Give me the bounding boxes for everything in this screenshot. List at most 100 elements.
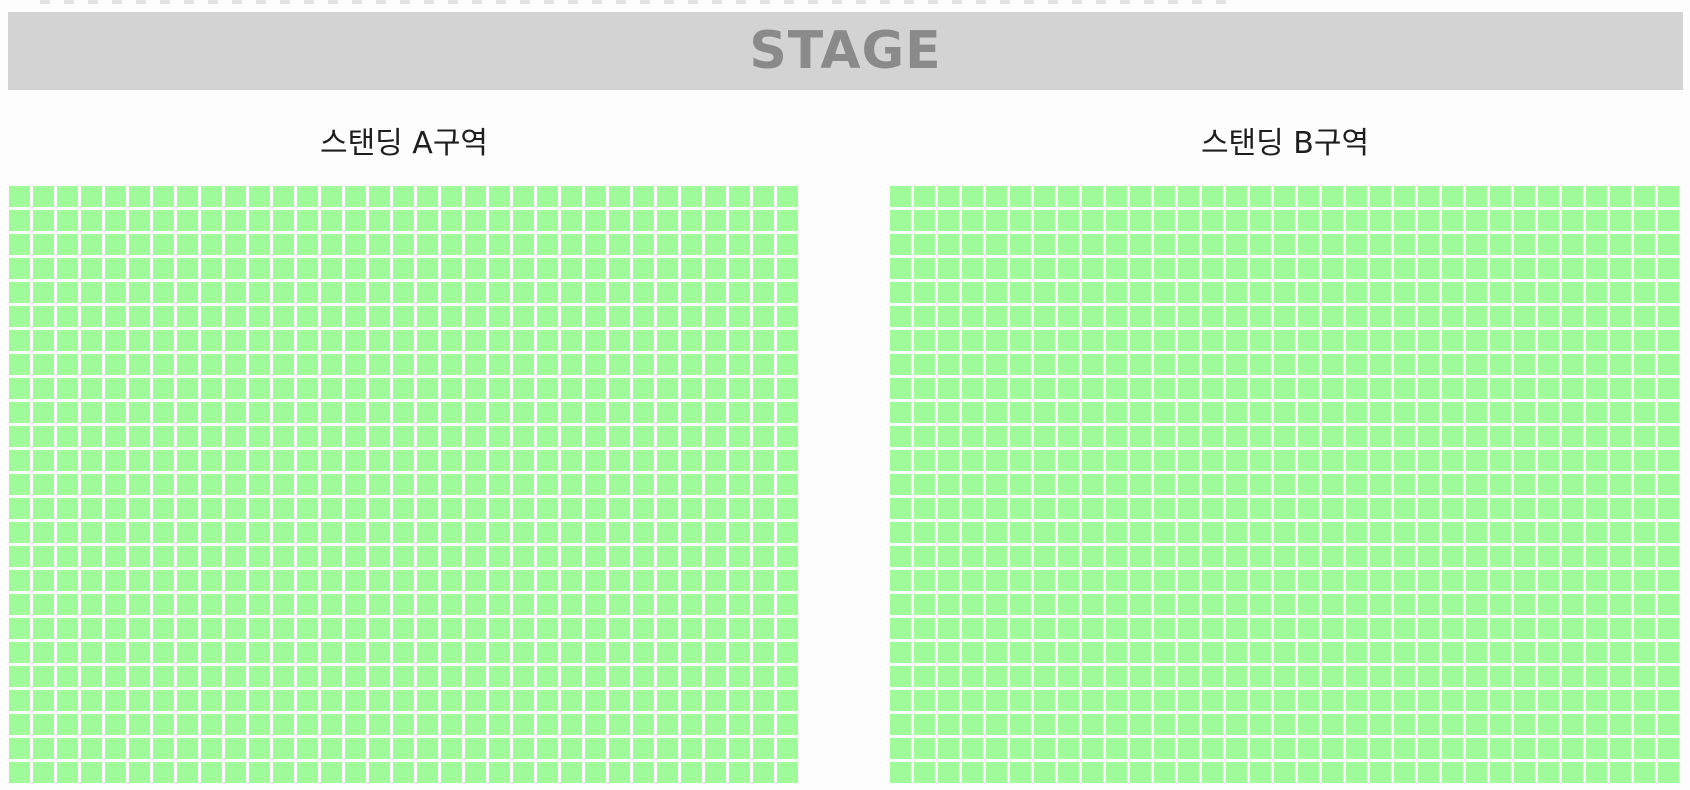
seat[interactable] <box>681 282 702 303</box>
seat[interactable] <box>201 426 222 447</box>
seat[interactable] <box>321 594 342 615</box>
seat[interactable] <box>1394 354 1415 375</box>
seat[interactable] <box>1034 570 1055 591</box>
seat[interactable] <box>657 666 678 687</box>
seat[interactable] <box>225 258 246 279</box>
seat[interactable] <box>1562 378 1583 399</box>
seat[interactable] <box>153 378 174 399</box>
seat[interactable] <box>105 570 126 591</box>
seat[interactable] <box>321 282 342 303</box>
seat[interactable] <box>986 570 1007 591</box>
seat[interactable] <box>1466 594 1487 615</box>
seat[interactable] <box>129 570 150 591</box>
seat[interactable] <box>489 522 510 543</box>
seat[interactable] <box>777 330 798 351</box>
seat[interactable] <box>57 762 78 783</box>
seat[interactable] <box>1010 522 1031 543</box>
seat[interactable] <box>1394 258 1415 279</box>
seat[interactable] <box>1082 426 1103 447</box>
seat[interactable] <box>81 330 102 351</box>
seat[interactable] <box>657 738 678 759</box>
seat[interactable] <box>729 594 750 615</box>
seat[interactable] <box>1202 738 1223 759</box>
seat[interactable] <box>369 258 390 279</box>
seat[interactable] <box>81 234 102 255</box>
seat[interactable] <box>1202 666 1223 687</box>
seat[interactable] <box>273 258 294 279</box>
seat[interactable] <box>657 354 678 375</box>
seat[interactable] <box>1538 618 1559 639</box>
seat[interactable] <box>1058 546 1079 567</box>
seat[interactable] <box>777 642 798 663</box>
seat[interactable] <box>681 330 702 351</box>
seat[interactable] <box>537 378 558 399</box>
seat[interactable] <box>1298 474 1319 495</box>
seat[interactable] <box>81 690 102 711</box>
seat[interactable] <box>1562 186 1583 207</box>
seat[interactable] <box>249 498 270 519</box>
seat[interactable] <box>1538 474 1559 495</box>
seat[interactable] <box>561 570 582 591</box>
seat[interactable] <box>297 762 318 783</box>
seat[interactable] <box>297 498 318 519</box>
seat[interactable] <box>1610 642 1631 663</box>
seat[interactable] <box>1298 426 1319 447</box>
seat[interactable] <box>33 426 54 447</box>
seat[interactable] <box>1226 258 1247 279</box>
seat[interactable] <box>249 234 270 255</box>
seat[interactable] <box>513 426 534 447</box>
seat[interactable] <box>1322 186 1343 207</box>
seat[interactable] <box>393 522 414 543</box>
seat[interactable] <box>1322 306 1343 327</box>
seat[interactable] <box>1130 234 1151 255</box>
seat[interactable] <box>585 306 606 327</box>
seat[interactable] <box>1634 234 1655 255</box>
seat[interactable] <box>585 570 606 591</box>
seat[interactable] <box>33 618 54 639</box>
seat[interactable] <box>1538 714 1559 735</box>
seat[interactable] <box>753 594 774 615</box>
seat[interactable] <box>81 258 102 279</box>
seat[interactable] <box>1034 666 1055 687</box>
seat[interactable] <box>1538 234 1559 255</box>
seat[interactable] <box>225 570 246 591</box>
seat[interactable] <box>1298 234 1319 255</box>
seat[interactable] <box>681 306 702 327</box>
seat[interactable] <box>177 474 198 495</box>
seat[interactable] <box>273 690 294 711</box>
seat[interactable] <box>962 282 983 303</box>
seat[interactable] <box>177 546 198 567</box>
seat[interactable] <box>177 330 198 351</box>
seat[interactable] <box>153 762 174 783</box>
seat[interactable] <box>1586 618 1607 639</box>
seat[interactable] <box>705 642 726 663</box>
seat[interactable] <box>177 618 198 639</box>
seat[interactable] <box>1442 450 1463 471</box>
seat[interactable] <box>1058 258 1079 279</box>
seat[interactable] <box>729 642 750 663</box>
seat[interactable] <box>345 714 366 735</box>
seat[interactable] <box>1442 546 1463 567</box>
seat[interactable] <box>321 522 342 543</box>
seat[interactable] <box>1010 282 1031 303</box>
seat[interactable] <box>1370 666 1391 687</box>
seat[interactable] <box>753 546 774 567</box>
seat[interactable] <box>1634 354 1655 375</box>
seat[interactable] <box>729 522 750 543</box>
seat[interactable] <box>1586 642 1607 663</box>
seat[interactable] <box>1226 234 1247 255</box>
seat[interactable] <box>393 210 414 231</box>
seat[interactable] <box>1178 618 1199 639</box>
seat[interactable] <box>986 450 1007 471</box>
seat[interactable] <box>537 690 558 711</box>
seat[interactable] <box>441 690 462 711</box>
seat[interactable] <box>705 306 726 327</box>
seat[interactable] <box>297 642 318 663</box>
seat[interactable] <box>1538 354 1559 375</box>
seat[interactable] <box>465 186 486 207</box>
seat[interactable] <box>1226 282 1247 303</box>
seat[interactable] <box>225 762 246 783</box>
seat[interactable] <box>441 354 462 375</box>
seat[interactable] <box>633 450 654 471</box>
seat[interactable] <box>729 234 750 255</box>
